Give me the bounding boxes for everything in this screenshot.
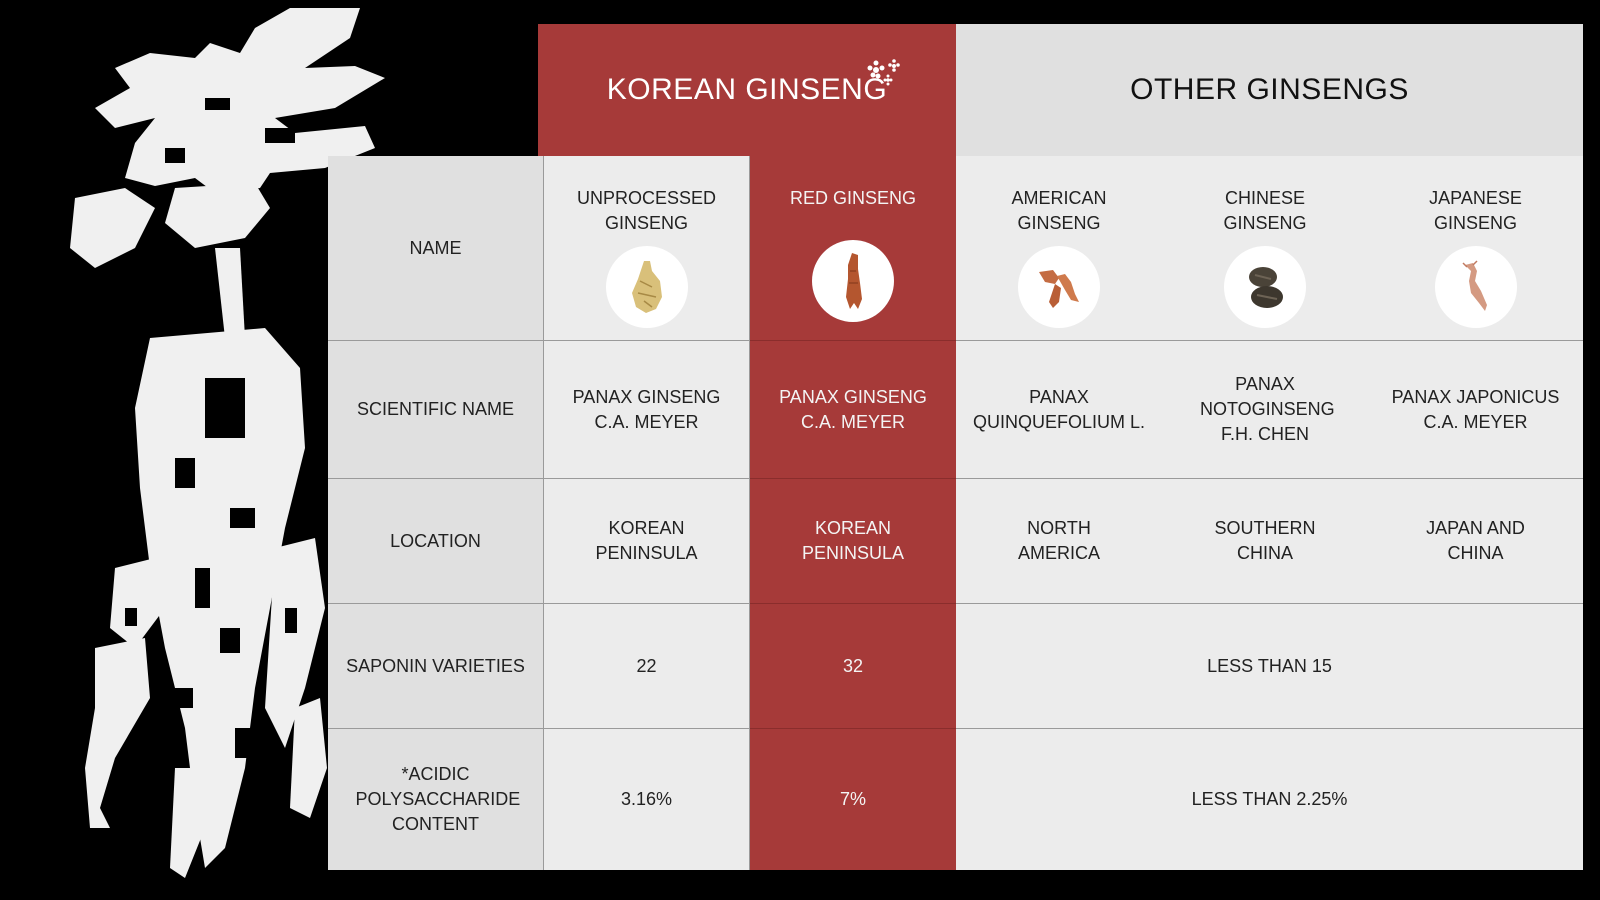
acidic-label-text: *ACIDIC POLYSACCHARIDE CONTENT	[355, 764, 521, 834]
col-japanese-location: JAPAN AND CHINA	[1368, 479, 1583, 604]
row-label-saponin: SAPONIN VARIETIES	[328, 604, 544, 729]
col-american-scientific: PANAX QUINQUEFOLIUM L.	[956, 341, 1162, 479]
scientific-value: PANAX GINSENG C.A. MEYER	[779, 386, 927, 432]
col-red-saponin: 32	[750, 604, 956, 729]
row-label-acidic: *ACIDIC POLYSACCHARIDE CONTENT	[328, 729, 544, 870]
location-value: KOREAN PENINSULA	[595, 518, 698, 563]
col-japanese-scientific: PANAX JAPONICUS C.A. MEYER	[1368, 341, 1583, 479]
scientific-value: PANAX QUINQUEFOLIUM L.	[972, 386, 1146, 432]
korean-ginseng-title: KOREAN GINSENG	[606, 73, 888, 106]
col-red-name-cell: RED GINSENG	[750, 156, 956, 341]
scientific-value: PANAX NOTOGINSENG F.H. CHEN	[1200, 374, 1335, 444]
col-chinese-name-cell: CHINESE GINSENG	[1162, 156, 1368, 341]
scientific-value: PANAX JAPONICUS C.A. MEYER	[1391, 386, 1560, 432]
col-unprocessed-location: KOREAN PENINSULA	[544, 479, 750, 604]
col-red-scientific: PANAX GINSENG C.A. MEYER	[750, 341, 956, 479]
unprocessed-ginseng-root-icon	[605, 246, 688, 328]
col-name: RED GINSENG	[789, 188, 917, 208]
col-unprocessed-saponin: 22	[544, 604, 750, 729]
location-value: SOUTHERN CHINA	[1214, 518, 1316, 563]
col-unprocessed-name-cell: UNPROCESSED GINSENG	[544, 156, 750, 341]
row-label-name: NAME	[328, 156, 544, 341]
american-ginseng-root-icon	[1018, 246, 1100, 328]
comparison-grid: NAME UNPROCESSED GINSENG RED GINSENG	[328, 156, 1583, 870]
col-chinese-location: SOUTHERN CHINA	[1162, 479, 1368, 604]
col-american-name-cell: AMERICAN GINSENG	[956, 156, 1162, 341]
col-name: CHINESE GINSENG	[1223, 188, 1307, 233]
col-unprocessed-acidic: 3.16%	[544, 729, 750, 870]
col-unprocessed-scientific: PANAX GINSENG C.A. MEYER	[544, 341, 750, 479]
other-ginsengs-title: OTHER GINSENGS	[1130, 73, 1409, 106]
chinese-ginseng-root-icon	[1224, 246, 1306, 328]
ginseng-root-illustration	[70, 8, 385, 878]
col-name: AMERICAN GINSENG	[1011, 188, 1107, 233]
comparison-table: KOREAN GINSENG	[328, 24, 1583, 874]
location-value: JAPAN AND CHINA	[1426, 518, 1525, 563]
location-value: KOREAN PENINSULA	[801, 518, 905, 563]
col-chinese-scientific: PANAX NOTOGINSENG F.H. CHEN	[1162, 341, 1368, 479]
red-ginseng-root-icon	[812, 240, 894, 322]
korean-ginseng-header: KOREAN GINSENG	[538, 24, 956, 156]
row-label-scientific: SCIENTIFIC NAME	[328, 341, 544, 479]
scientific-value: PANAX GINSENG C.A. MEYER	[572, 386, 721, 432]
col-red-acidic: 7%	[750, 729, 956, 870]
others-acidic: LESS THAN 2.25%	[956, 729, 1583, 870]
col-japanese-name-cell: JAPANESE GINSENG	[1368, 156, 1583, 341]
row-label-location: LOCATION	[328, 479, 544, 604]
others-saponin: LESS THAN 15	[956, 604, 1583, 729]
col-name: UNPROCESSED GINSENG	[576, 188, 717, 233]
location-value: NORTH AMERICA	[1017, 518, 1100, 563]
col-american-location: NORTH AMERICA	[956, 479, 1162, 604]
other-ginsengs-header: OTHER GINSENGS	[956, 24, 1583, 156]
col-red-location: KOREAN PENINSULA	[750, 479, 956, 604]
japanese-ginseng-root-icon	[1434, 246, 1517, 328]
flower-icon	[867, 59, 900, 86]
col-name: JAPANESE GINSENG	[1429, 188, 1522, 233]
